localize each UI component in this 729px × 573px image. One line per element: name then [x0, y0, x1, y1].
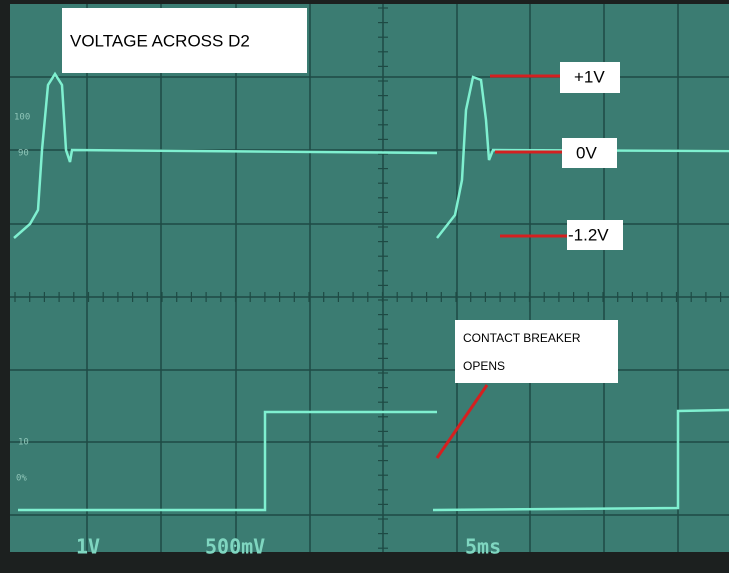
screen	[10, 4, 729, 552]
graticule-label: 10	[18, 438, 29, 448]
scope-photo: VOLTAGE ACROSS D2 +1V 0V -1.2V CONTACT B…	[0, 0, 729, 573]
readout: 1V	[76, 535, 100, 559]
graticule-label: 0%	[16, 474, 27, 484]
title: VOLTAGE ACROSS D2	[70, 31, 250, 50]
page: {"title":"VOLTAGE ACROSS D2", "annotatio…	[0, 0, 729, 573]
graticule-label: 90	[18, 149, 29, 159]
readout: 5ms	[465, 535, 501, 559]
label: 0V	[576, 143, 597, 162]
note-box	[455, 320, 618, 383]
graticule-label: 100	[14, 113, 30, 123]
note-line: CONTACT BREAKER	[463, 331, 581, 345]
readout: 500mV	[205, 535, 265, 559]
label: +1V	[574, 67, 605, 86]
label: -1.2V	[568, 225, 609, 244]
note-line: OPENS	[463, 359, 505, 373]
